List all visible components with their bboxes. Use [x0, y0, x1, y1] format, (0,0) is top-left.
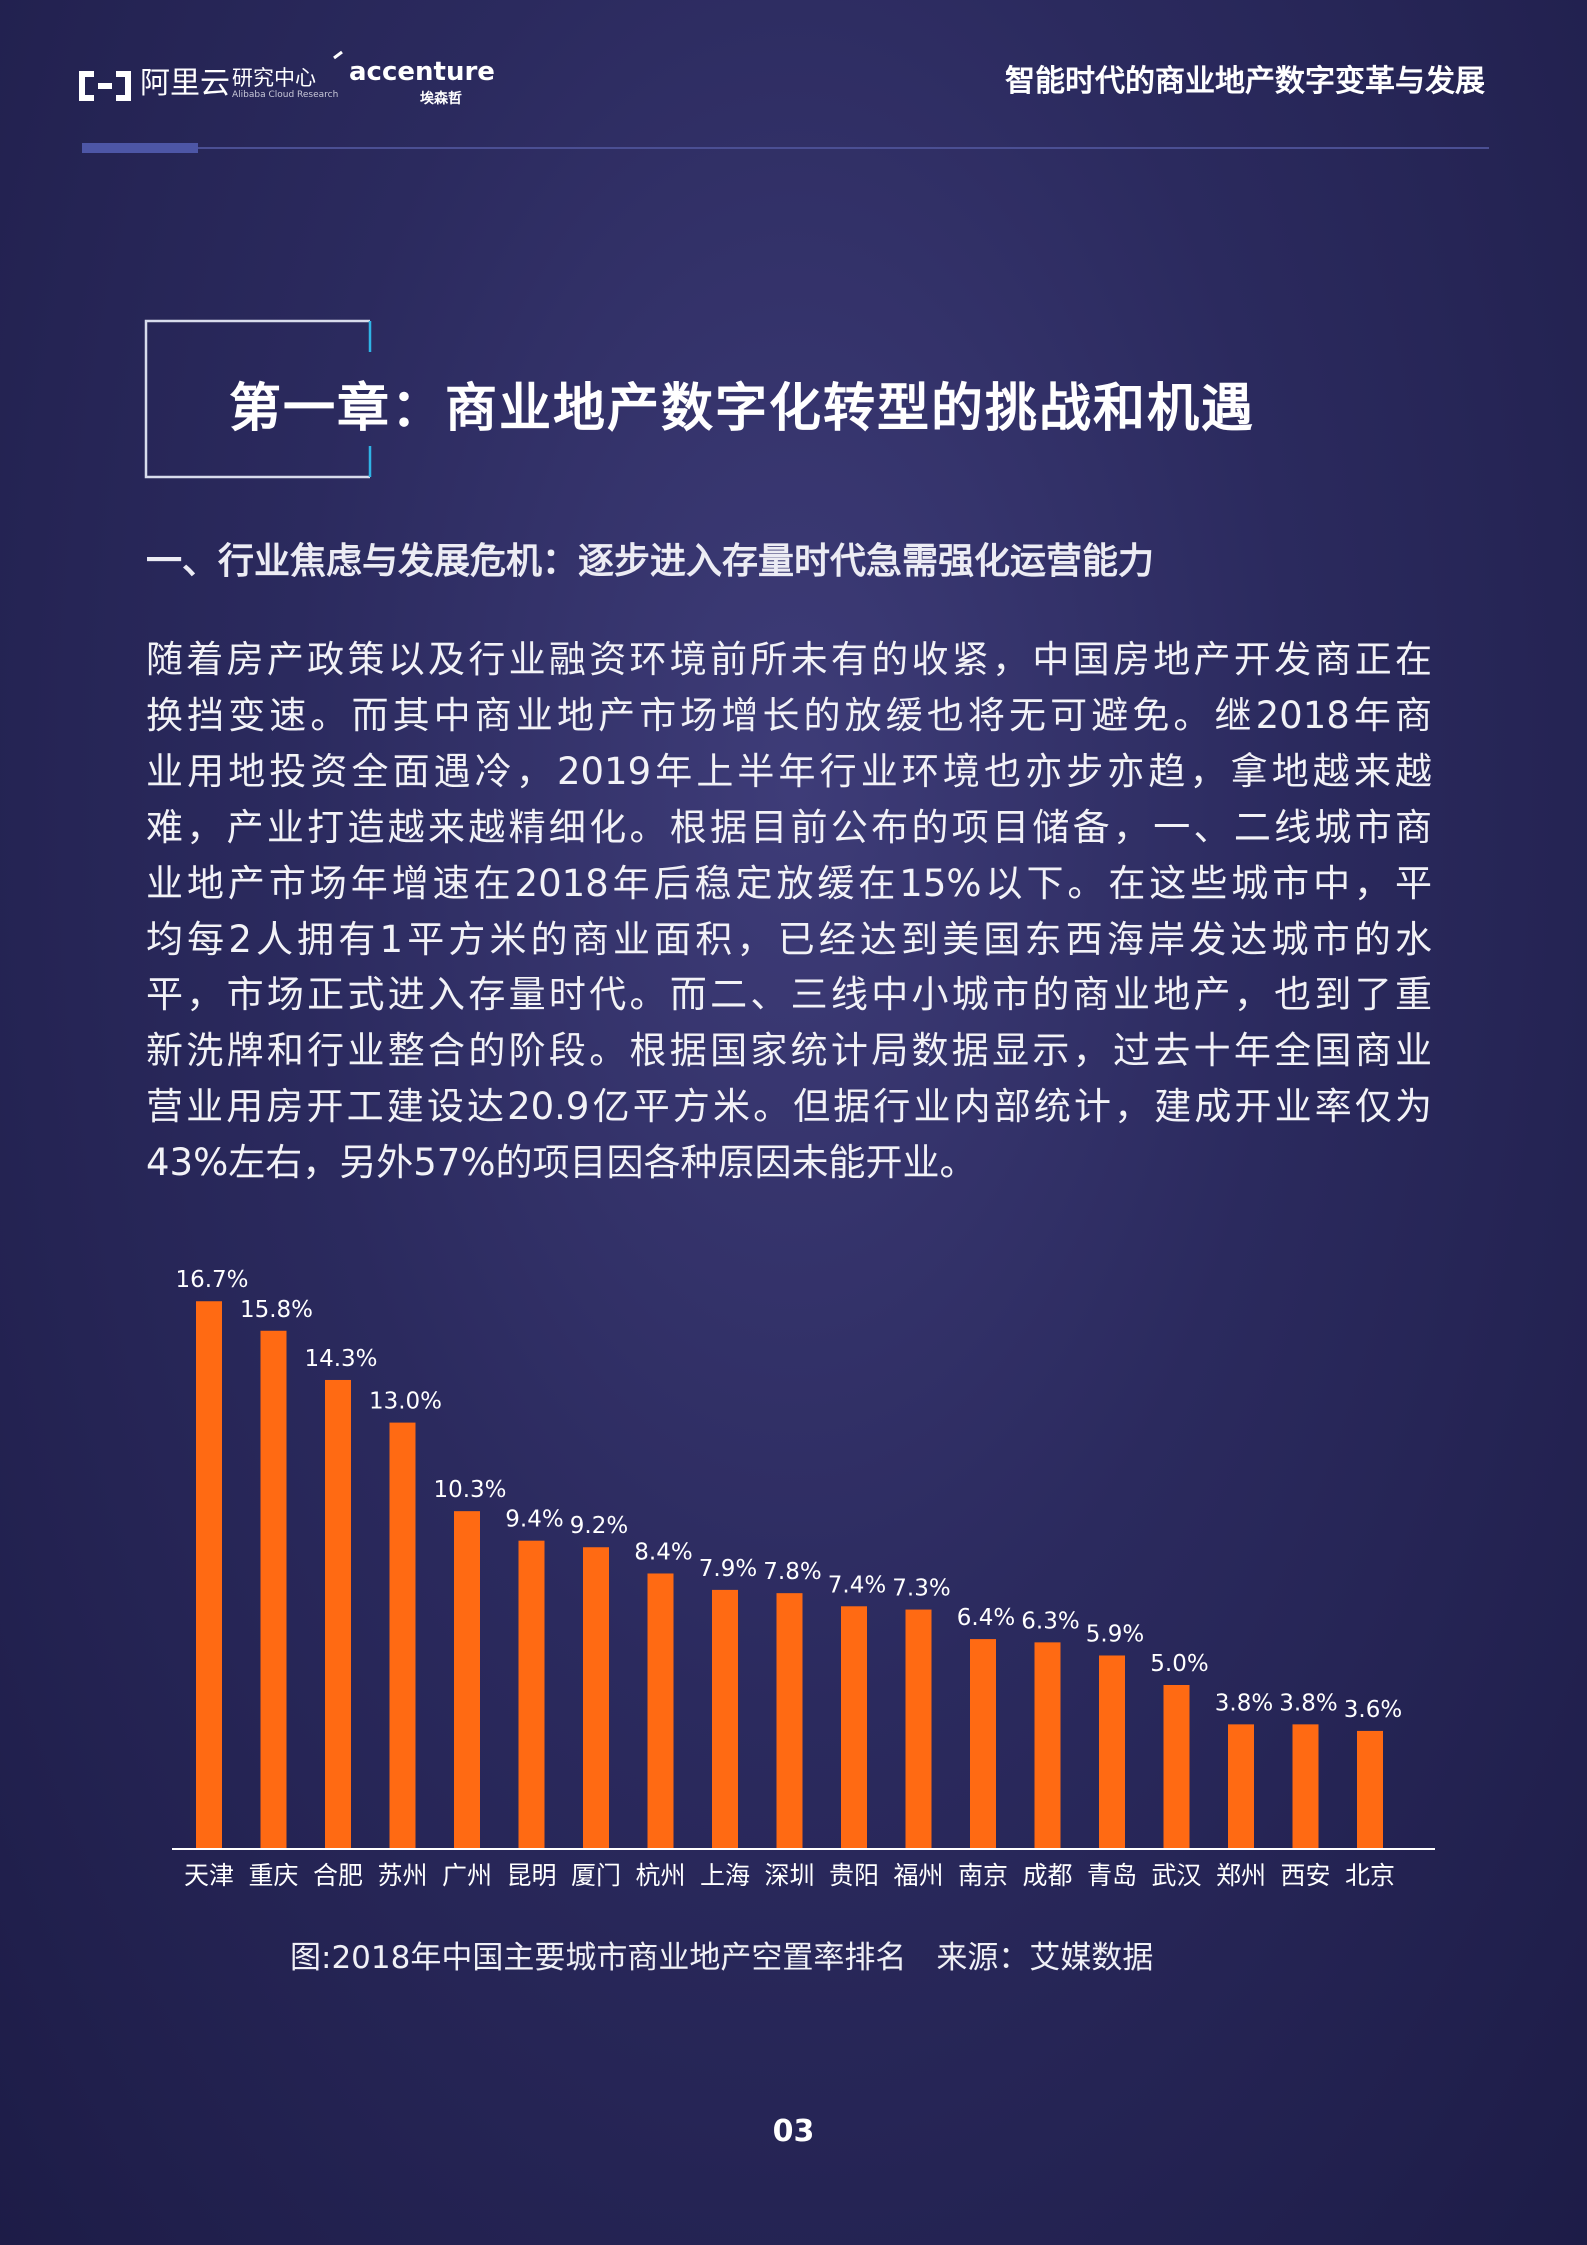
paragraph-line: 随着房产政策以及行业融资环境前所未有的收紧，中国房地产开发商正在	[146, 638, 1432, 681]
data-label: 3.8%	[1215, 1690, 1273, 1716]
x-tick-label: 西安	[1280, 1861, 1330, 1890]
x-tick-label: 北京	[1345, 1861, 1395, 1890]
data-label: 7.8%	[763, 1559, 821, 1585]
bar	[1357, 1730, 1383, 1849]
x-tick-label: 苏州	[377, 1861, 427, 1890]
partner-chinese: 埃森哲	[420, 91, 462, 107]
bar	[583, 1547, 609, 1849]
paragraph-line: 业用地投资全面遇冷，2019年上半年行业环境也亦步亦趋，拿地越来越	[146, 749, 1432, 793]
bar	[1228, 1724, 1254, 1849]
data-label: 9.2%	[570, 1513, 628, 1539]
bar	[389, 1422, 416, 1849]
x-tick-label: 昆明	[506, 1861, 556, 1890]
x-tick-label: 合肥	[313, 1861, 363, 1890]
chapter-title: 第一章：商业地产数字化转型的挑战和机遇	[229, 379, 1256, 439]
logo-icon	[79, 71, 131, 101]
x-tick-label: 成都	[1022, 1861, 1072, 1890]
x-tick-label: 天津	[184, 1861, 234, 1890]
logo-subtitle: 研究中心	[232, 66, 316, 90]
caption-title: 图:2018年中国主要城市商业地产空置率排名	[290, 1940, 907, 1976]
bar	[1292, 1724, 1319, 1849]
chart: 16.7% 天津 15.8% 重庆 14.3% 合肥 13.0% 苏州 10.3% 广州 9.4% 昆…	[172, 1267, 1435, 1890]
paragraph: 随着房产政策以及行业融资环境前所未有的收紧，中国房地产开发商正在 换挡变速。而其中…	[146, 632, 1432, 1191]
bar	[970, 1639, 996, 1849]
bar	[325, 1379, 351, 1849]
data-label: 14.3%	[304, 1346, 377, 1372]
paragraph-line: 43%左右，另外57%的项目因各种原因未能开业。	[146, 1141, 977, 1185]
logo-text: 阿里云	[140, 66, 230, 101]
data-label: 5.9%	[1086, 1621, 1144, 1647]
section-title: 一、行业焦虑与发展危机：逐步进入存量时代急需强化运营能力	[146, 541, 1155, 582]
data-label: 13.0%	[369, 1389, 442, 1415]
data-label: 15.8%	[240, 1297, 313, 1323]
x-tick-label: 深圳	[764, 1861, 814, 1890]
x-tick-label: 南京	[958, 1861, 1008, 1890]
data-label: 10.3%	[433, 1477, 506, 1503]
logo-english: Alibaba Cloud Research	[232, 90, 339, 100]
page-number: 03	[772, 2114, 815, 2149]
bar	[196, 1301, 222, 1849]
x-tick-label: 重庆	[248, 1861, 298, 1890]
data-label: 6.4%	[957, 1605, 1015, 1631]
x-tick-label: 广州	[442, 1861, 492, 1890]
paragraph-line: 均每2人拥有1平方米的商业面积，已经达到美国东西海岸发达城市的水	[146, 917, 1432, 961]
data-label: 6.3%	[1021, 1608, 1079, 1634]
data-label: 7.3%	[892, 1576, 950, 1602]
bar	[712, 1589, 738, 1849]
bar	[260, 1330, 287, 1849]
bar	[1099, 1655, 1125, 1849]
data-label: 7.4%	[828, 1572, 886, 1598]
bar	[776, 1593, 803, 1849]
paragraph-line: 平，市场正式进入存量时代。而二、三线中小城市的商业地产，也到了重	[146, 973, 1432, 1017]
bar	[1163, 1685, 1190, 1849]
x-tick-label: 福州	[893, 1861, 943, 1890]
x-tick-label: 贵阳	[829, 1861, 879, 1890]
data-label: 16.7%	[175, 1267, 248, 1293]
x-tick-label: 武汉	[1151, 1861, 1201, 1890]
x-tick-label: 上海	[700, 1861, 750, 1890]
bar	[454, 1511, 480, 1849]
x-tick-label: 杭州	[635, 1861, 685, 1890]
bar	[905, 1609, 932, 1849]
bar	[647, 1573, 674, 1849]
chapter-box	[144, 319, 372, 479]
bar	[841, 1606, 867, 1849]
paragraph-line: 难，产业打造越来越精细化。根据目前公布的项目储备，一、二线城市商	[146, 805, 1432, 849]
data-label: 9.4%	[505, 1507, 563, 1533]
accenture-mark	[333, 50, 343, 60]
x-tick-label: 厦门	[571, 1861, 621, 1890]
data-label: 3.6%	[1344, 1697, 1402, 1723]
data-label: 5.0%	[1150, 1651, 1208, 1677]
data-label: 7.9%	[699, 1556, 757, 1582]
paragraph-line: 营业用房开工建设达20.9亿平方米。但据行业内部统计，建成开业率仅为	[146, 1085, 1432, 1129]
data-label: 8.4%	[634, 1539, 692, 1565]
paragraph-line: 业地产市场年增速在2018年后稳定放缓在15%以下。在这些城市中，平	[146, 861, 1432, 905]
header-title: 智能时代的商业地产数字变革与发展	[1005, 64, 1485, 99]
bar	[518, 1540, 545, 1849]
x-tick-label: 青岛	[1087, 1861, 1137, 1890]
bar	[1034, 1642, 1061, 1849]
data-label: 3.8%	[1279, 1690, 1337, 1716]
paragraph-line: 新洗牌和行业整合的阶段。根据国家统计局数据显示，过去十年全国商业	[146, 1029, 1432, 1073]
caption: 图:2018年中国主要城市商业地产空置率排名 来源：艾媒数据	[290, 1932, 1153, 1977]
x-tick-label: 郑州	[1216, 1861, 1266, 1890]
caption-source: 来源：艾媒数据	[936, 1940, 1154, 1976]
paragraph-line: 换挡变速。而其中商业地产市场增长的放缓也将无可避免。继2018年商	[146, 693, 1432, 737]
header-rule-accent	[82, 143, 198, 153]
partner-logo: accenture	[349, 57, 495, 87]
